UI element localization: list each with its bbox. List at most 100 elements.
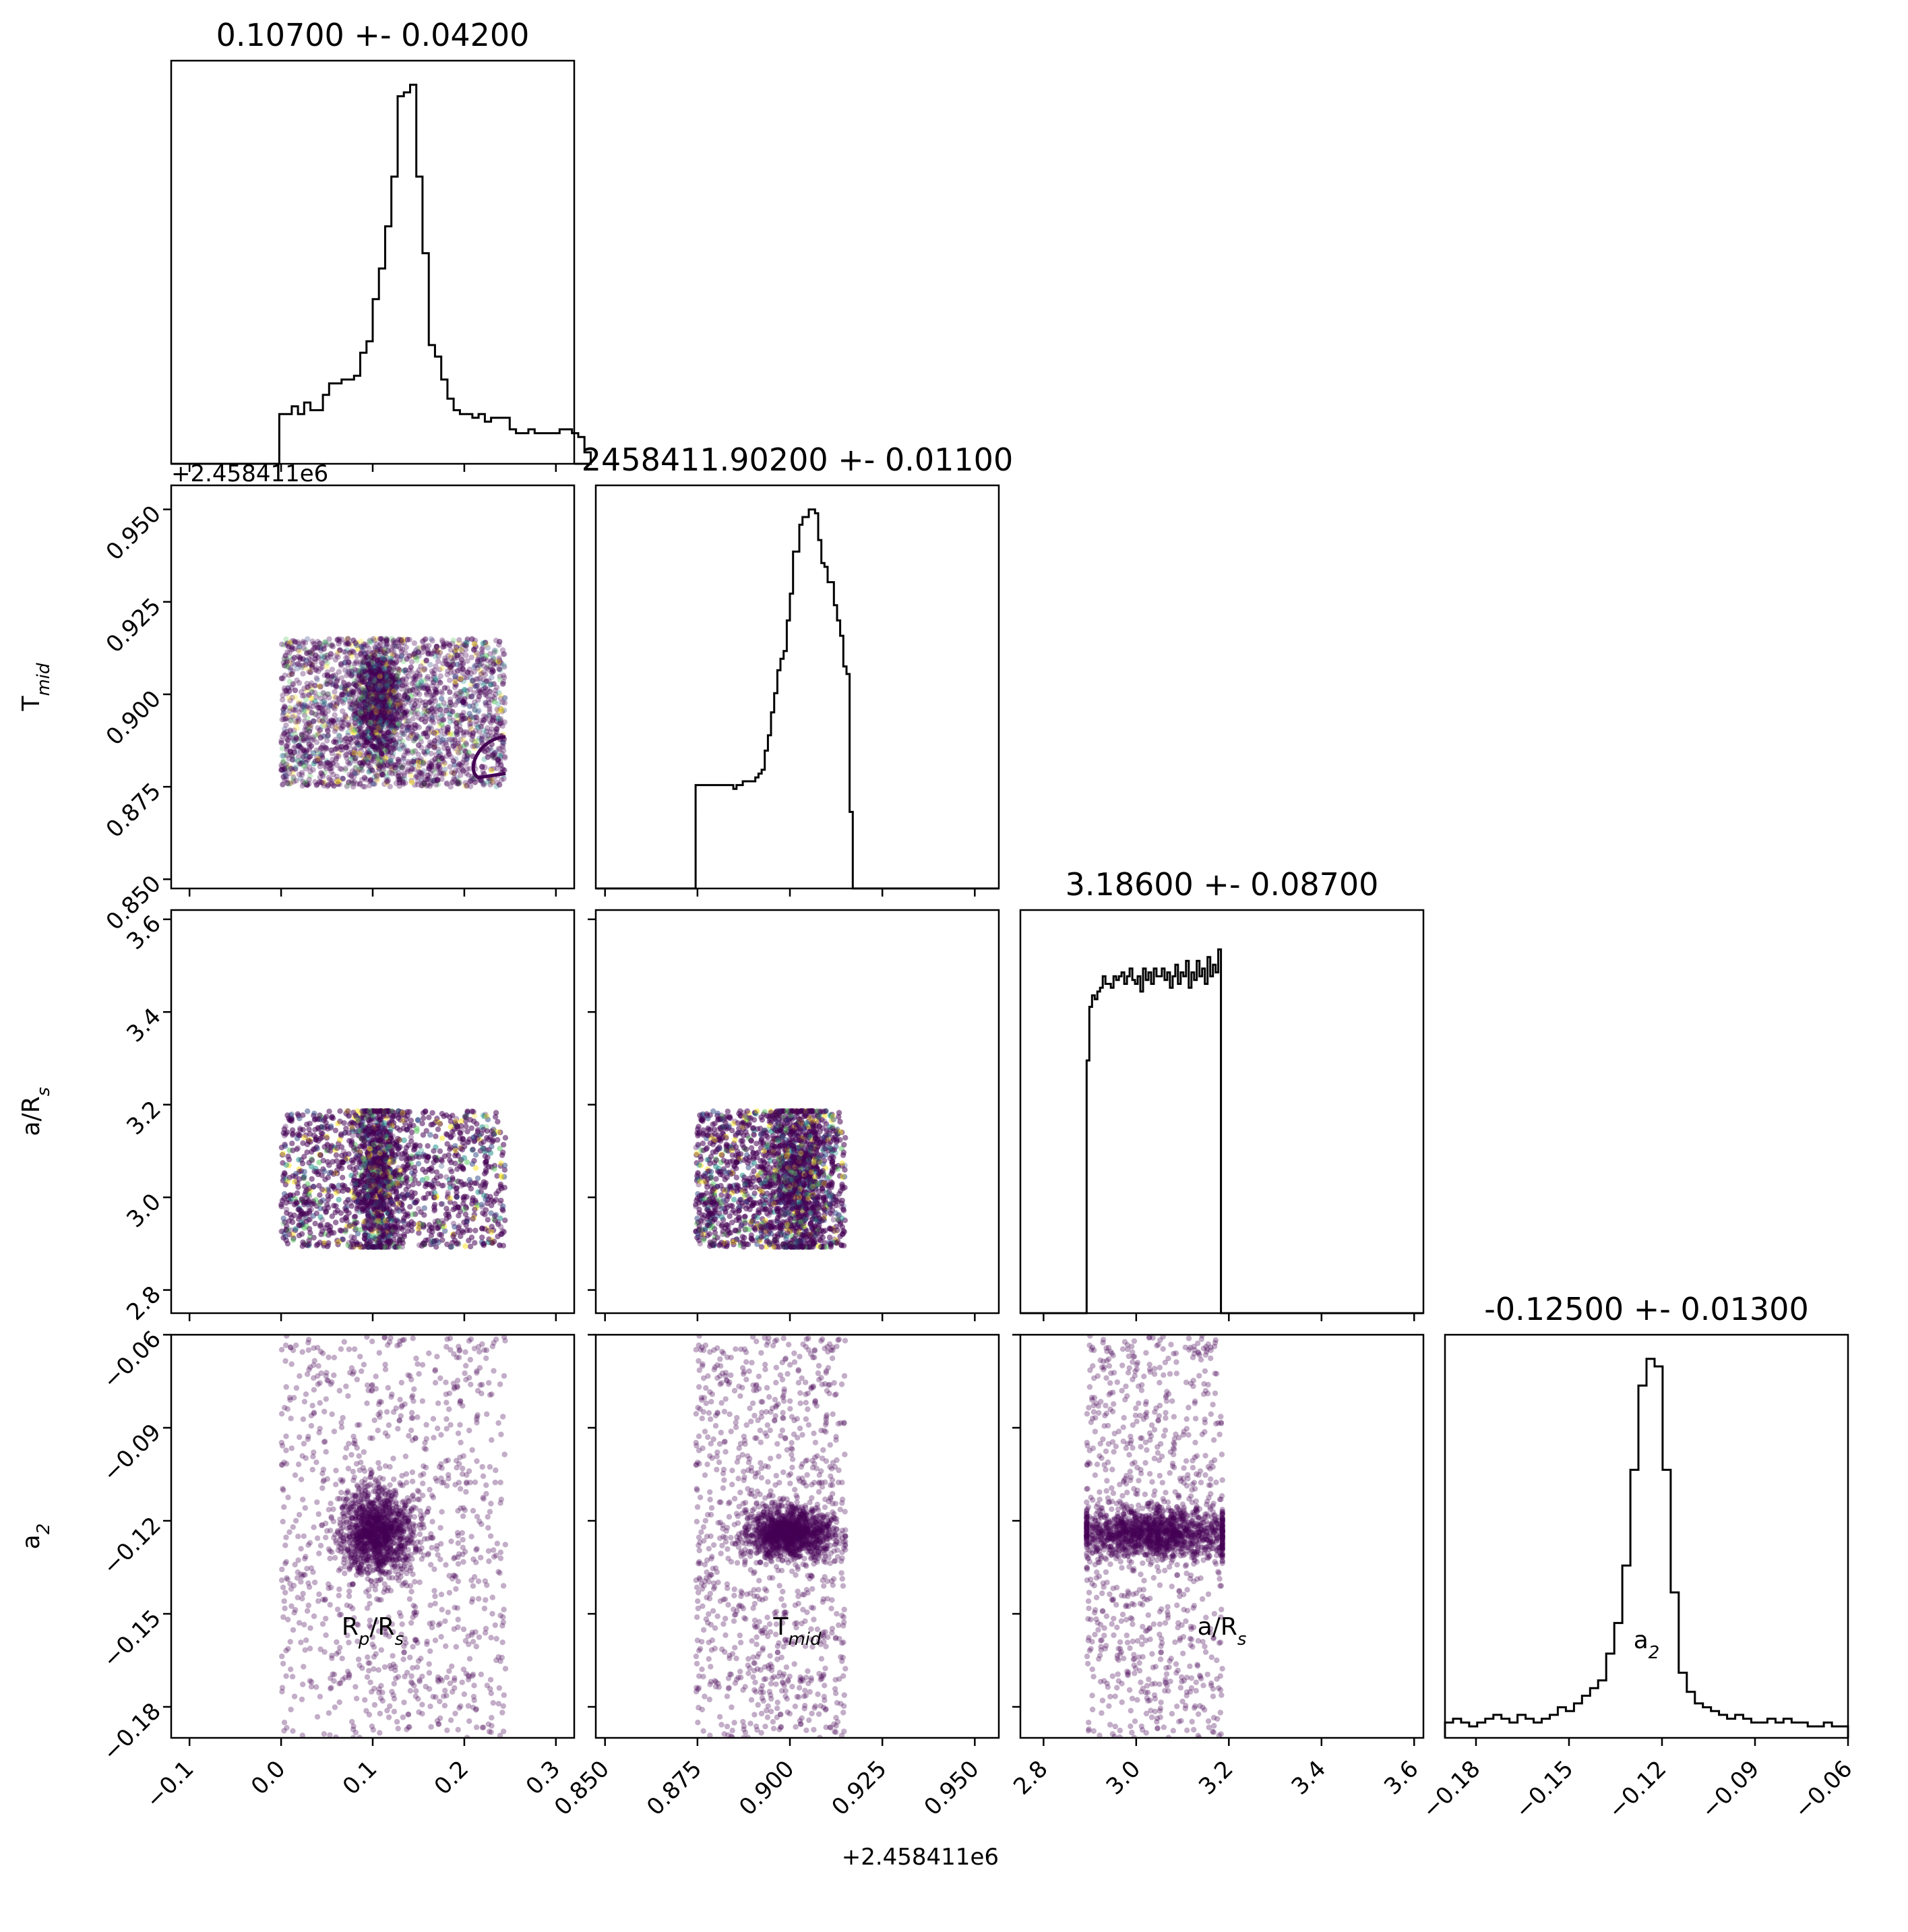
scatter-point bbox=[301, 702, 307, 708]
scatter-point bbox=[296, 717, 302, 723]
scatter-point bbox=[360, 675, 366, 682]
scatter-point bbox=[373, 698, 380, 704]
scatter-point bbox=[370, 663, 377, 669]
scatter-point bbox=[282, 766, 288, 773]
scatter-point bbox=[479, 736, 485, 742]
scatter-point bbox=[314, 677, 320, 683]
scatter-point bbox=[472, 644, 479, 650]
scatter-point bbox=[372, 729, 378, 735]
scatter-point bbox=[387, 694, 393, 700]
scatter-point bbox=[371, 682, 377, 688]
scatter-point bbox=[301, 692, 307, 698]
scatter-point bbox=[397, 698, 403, 704]
scatter-point bbox=[403, 670, 409, 676]
scatter-point bbox=[327, 642, 334, 648]
scatter-point bbox=[480, 640, 486, 646]
scatter-point bbox=[458, 717, 464, 723]
scatter-point bbox=[356, 734, 362, 740]
scatter-point bbox=[399, 682, 406, 688]
scatter-point bbox=[414, 757, 421, 763]
scatter-point bbox=[360, 761, 366, 767]
scatter-point bbox=[404, 724, 410, 730]
scatter-point bbox=[386, 706, 392, 712]
scatter-point bbox=[392, 723, 399, 729]
scatter-point bbox=[355, 697, 361, 704]
scatter-point bbox=[479, 646, 485, 653]
scatter-point bbox=[470, 733, 476, 739]
scatter-point bbox=[360, 648, 366, 655]
scatter-point bbox=[387, 718, 393, 724]
scatter-point bbox=[317, 774, 323, 781]
scatter-point bbox=[334, 773, 340, 780]
scatter-point bbox=[499, 708, 505, 715]
scatter-point bbox=[377, 723, 383, 729]
scatter-point bbox=[393, 677, 399, 684]
scatter-point bbox=[417, 697, 423, 704]
scatter-point bbox=[490, 752, 496, 758]
scatter-point bbox=[315, 731, 321, 737]
scatter-point bbox=[423, 729, 429, 735]
scatter-point bbox=[301, 736, 307, 742]
scatter-point bbox=[323, 745, 330, 751]
scatter-point bbox=[478, 680, 484, 686]
scatter-point bbox=[428, 762, 435, 768]
scatter-point bbox=[280, 774, 286, 780]
scatter-point bbox=[447, 642, 453, 648]
scatter-point bbox=[317, 764, 323, 770]
scatter-point bbox=[372, 702, 378, 708]
scatter-point bbox=[388, 686, 394, 692]
scatter-point bbox=[390, 638, 396, 644]
scatter-point bbox=[377, 720, 384, 726]
scatter-point bbox=[352, 715, 358, 722]
scatter-point bbox=[363, 682, 369, 688]
scatter-point bbox=[325, 718, 331, 724]
scatter-point bbox=[379, 694, 385, 700]
scatter-point bbox=[380, 661, 386, 667]
scatter-point bbox=[456, 719, 462, 725]
scatter-point bbox=[387, 658, 393, 664]
scatter-point bbox=[427, 783, 433, 789]
scatter-point bbox=[376, 733, 382, 740]
scatter-point bbox=[368, 703, 374, 709]
scatter-point bbox=[473, 676, 479, 682]
scatter-point bbox=[303, 696, 309, 703]
scatter-point bbox=[371, 706, 378, 713]
scatter-point bbox=[384, 712, 390, 719]
scatter-point bbox=[468, 682, 474, 688]
scatter-point bbox=[452, 702, 458, 708]
scatter-point bbox=[344, 739, 350, 745]
scatter-point bbox=[418, 735, 424, 742]
scatter-point bbox=[458, 727, 464, 733]
scatter-point bbox=[375, 755, 381, 762]
scatter-point bbox=[398, 713, 404, 719]
scatter-point bbox=[336, 733, 342, 739]
scatter-point bbox=[355, 730, 362, 737]
scatter-point bbox=[367, 750, 373, 757]
scatter-point bbox=[462, 701, 468, 707]
scatter-point bbox=[371, 706, 377, 713]
scatter-point bbox=[359, 705, 366, 712]
scatter-point bbox=[344, 715, 350, 721]
scatter-point bbox=[304, 782, 311, 788]
scatter-point bbox=[393, 685, 400, 691]
scatter-point bbox=[414, 657, 420, 664]
scatter-point bbox=[389, 766, 395, 772]
scatter-point bbox=[400, 636, 406, 642]
scatter-point bbox=[470, 776, 476, 782]
scatter-point bbox=[337, 647, 343, 653]
scatter-point bbox=[390, 682, 396, 689]
scatter-point bbox=[375, 710, 382, 717]
scatter-point bbox=[386, 759, 392, 765]
scatter-point bbox=[382, 755, 389, 761]
scatter-point bbox=[377, 686, 384, 692]
scatter-point bbox=[383, 693, 390, 699]
scatter-point bbox=[411, 756, 417, 763]
scatter-point bbox=[390, 695, 396, 702]
scatter-point bbox=[456, 698, 462, 704]
scatter-point bbox=[337, 638, 343, 644]
scatter-point bbox=[383, 717, 389, 723]
scatter-point bbox=[415, 648, 422, 655]
scatter-point bbox=[378, 660, 384, 666]
scatter-point bbox=[373, 745, 379, 751]
scatter-point bbox=[386, 744, 392, 750]
